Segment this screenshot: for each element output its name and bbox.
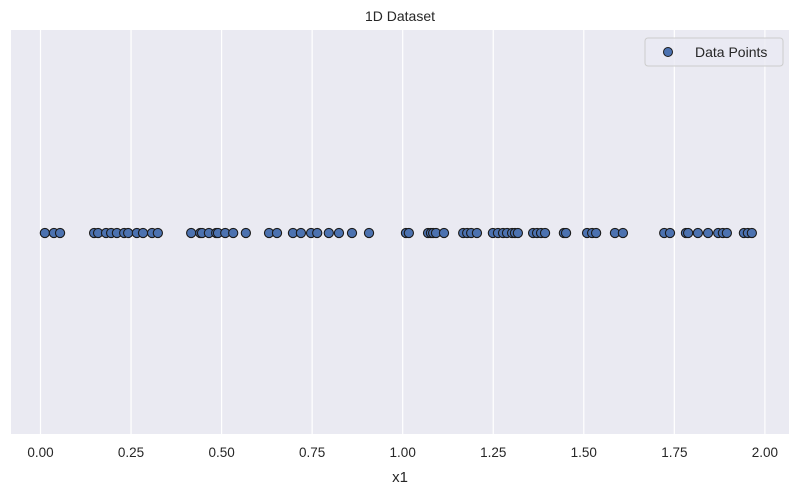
data-points — [39, 227, 758, 239]
data-point — [137, 227, 149, 239]
data-point — [123, 227, 134, 239]
data-point — [617, 227, 629, 239]
data-point — [54, 227, 66, 239]
data-point — [560, 227, 572, 239]
x-tick-label: 0.50 — [208, 445, 234, 460]
data-point — [539, 227, 551, 239]
data-point — [333, 227, 345, 239]
data-point — [512, 227, 524, 239]
data-point — [403, 227, 415, 239]
chart-title: 1D Dataset — [365, 8, 435, 24]
data-point — [721, 227, 733, 239]
x-tick-label: 1.00 — [390, 445, 416, 460]
x-axis-ticks: 0.00 0.25 0.50 0.75 1.00 1.25 1.50 1.75 2.00 — [27, 445, 778, 460]
data-point — [346, 227, 358, 239]
data-point — [438, 227, 450, 239]
x-tick-label: 2.00 — [752, 445, 778, 460]
legend: Data Points — [644, 37, 784, 67]
data-point — [312, 227, 323, 239]
legend-marker-icon — [663, 47, 673, 57]
x-tick-label: 0.25 — [118, 445, 144, 460]
x-tick-label: 0.75 — [299, 445, 325, 460]
data-point — [323, 227, 334, 239]
data-point — [186, 227, 197, 239]
legend-box — [644, 37, 784, 67]
x-tick-label: 1.50 — [571, 445, 597, 460]
data-point — [152, 227, 164, 239]
data-point — [746, 227, 758, 239]
data-point — [702, 227, 714, 239]
x-tick-label: 1.75 — [661, 445, 687, 460]
data-point — [295, 227, 307, 239]
x-tick-label: 0.00 — [27, 445, 53, 460]
data-point — [471, 227, 483, 239]
data-point — [682, 227, 694, 239]
data-point — [228, 227, 239, 239]
legend-label: Data Points — [695, 44, 767, 60]
data-point — [590, 227, 602, 239]
data-point — [271, 227, 283, 239]
data-point — [363, 227, 375, 239]
data-point — [692, 227, 704, 239]
x-tick-label: 1.25 — [480, 445, 506, 460]
data-point — [39, 227, 50, 239]
x-axis-label: x1 — [392, 469, 408, 486]
data-point — [664, 227, 676, 239]
data-point — [240, 227, 252, 239]
